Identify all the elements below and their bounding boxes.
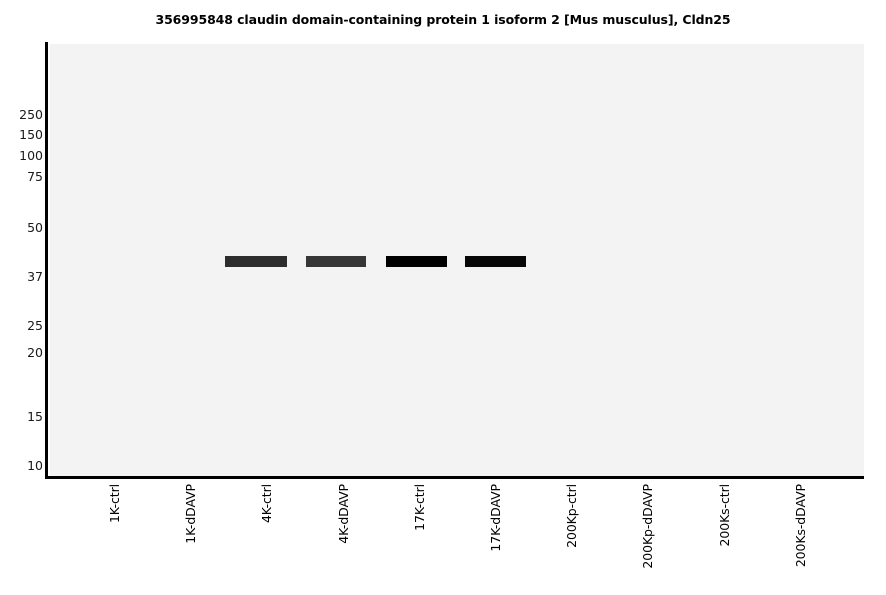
y-axis-line [45, 42, 48, 479]
y-tick-label: 100 [19, 148, 43, 163]
plot-area [50, 44, 864, 477]
x-tick-label: 200Kp-ctrl [564, 484, 580, 548]
y-tick-label: 150 [19, 127, 43, 142]
protein-band [225, 256, 287, 267]
x-tick-label: 1K-ctrl [107, 484, 122, 524]
chart-title: 356995848 claudin domain-containing prot… [155, 12, 731, 27]
x-tick-label: 17K-dDAVP [488, 484, 503, 552]
x-tick-label: 200Kp-dDAVP [640, 484, 656, 569]
x-tick-label: 17K-ctrl [411, 484, 427, 531]
y-tick-label: 50 [27, 220, 43, 235]
protein-band [386, 256, 447, 267]
protein-band [465, 256, 526, 267]
y-tick-label: 37 [27, 269, 43, 284]
y-tick-label: 15 [27, 409, 43, 424]
y-tick-label: 75 [27, 169, 43, 184]
y-tick-label: 250 [19, 107, 43, 122]
x-tick-label: 1K-dDAVP [183, 484, 199, 544]
x-tick-label: 200Ks-dDAVP [792, 484, 808, 568]
x-tick-label: 4K-dDAVP [335, 484, 351, 544]
y-tick-label: 10 [27, 458, 43, 473]
x-tick-label: 4K-ctrl [259, 484, 275, 524]
y-tick-label: 25 [27, 318, 43, 333]
x-axis-line [45, 476, 864, 479]
x-tick-label: 200Ks-ctrl [716, 484, 732, 547]
y-tick-label: 20 [27, 345, 43, 360]
y-axis-tick-labels: 250 150 100 75 50 37 25 20 15 10 [0, 0, 43, 595]
protein-band [306, 256, 366, 267]
